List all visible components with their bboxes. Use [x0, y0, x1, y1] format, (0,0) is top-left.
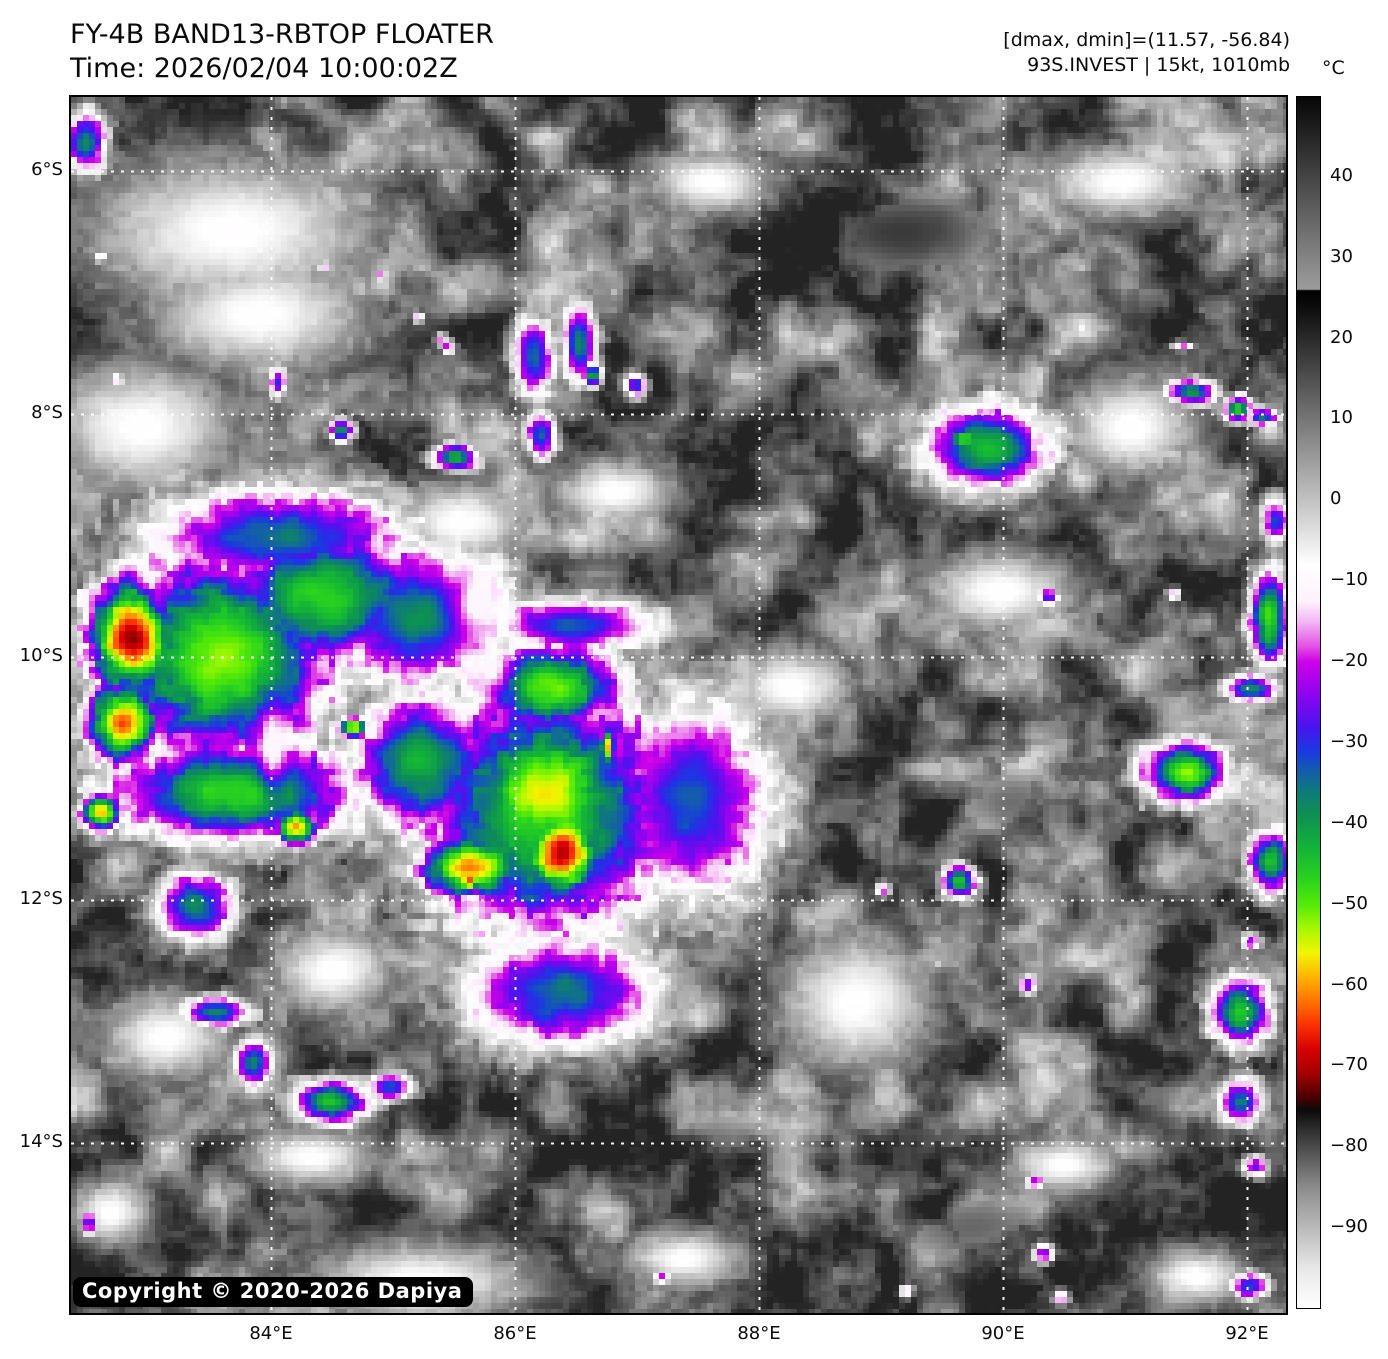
lat-tick-label: 12°S	[19, 888, 63, 909]
lon-tick-label: 90°E	[981, 1323, 1025, 1344]
lon-tick-label: 84°E	[249, 1323, 293, 1344]
lon-tick-label: 88°E	[737, 1323, 781, 1344]
colorbar-tick-label: 10	[1330, 407, 1353, 429]
lon-tick-label: 86°E	[493, 1323, 537, 1344]
colorbar-tick-label: −90	[1330, 1216, 1368, 1238]
colorbar-gradient	[1297, 97, 1320, 1308]
product-title: FY-4B BAND13-RBTOP FLOATER	[70, 19, 494, 50]
ir-imagery-canvas	[71, 97, 1286, 1313]
colorbar-unit-label: °C	[1322, 57, 1345, 79]
lat-tick-label: 6°S	[31, 159, 63, 180]
storm-intensity-readout: 93S.INVEST | 15kt, 1010mb	[1027, 54, 1290, 76]
colorbar-tick-label: 40	[1330, 164, 1353, 186]
colorbar-tick-label: −10	[1330, 569, 1368, 591]
colorbar-tick-label: −80	[1330, 1135, 1368, 1157]
header-readouts: [dmax, dmin]=(11.57, -56.84) 93S.INVEST …	[1003, 28, 1290, 78]
colorbar-tick-label: −70	[1330, 1054, 1368, 1076]
dmax-dmin-readout: [dmax, dmin]=(11.57, -56.84)	[1003, 29, 1290, 51]
product-timestamp: Time: 2026/02/04 10:00:02Z	[70, 53, 458, 84]
colorbar-tick-label: 0	[1330, 488, 1342, 510]
lat-tick-label: 10°S	[19, 645, 63, 666]
lon-tick-label: 92°E	[1225, 1323, 1269, 1344]
colorbar-tick-label: 20	[1330, 326, 1353, 348]
colorbar-tick-label: −40	[1330, 811, 1368, 833]
colorbar-tick-label: −60	[1330, 973, 1368, 995]
copyright-badge: Copyright © 2020-2026 Dapiya	[73, 1277, 474, 1307]
header-titles: FY-4B BAND13-RBTOP FLOATER Time: 2026/02…	[70, 18, 494, 86]
colorbar-tick-label: −50	[1330, 892, 1368, 914]
lat-tick-label: 14°S	[19, 1131, 63, 1152]
colorbar-tick-label: 30	[1330, 245, 1353, 267]
colorbar-tick-label: −20	[1330, 650, 1368, 672]
temperature-colorbar	[1296, 96, 1321, 1309]
colorbar-tick-label: −30	[1330, 730, 1368, 752]
lat-tick-label: 8°S	[31, 402, 63, 423]
satellite-map-frame: Copyright © 2020-2026 Dapiya	[69, 95, 1288, 1315]
